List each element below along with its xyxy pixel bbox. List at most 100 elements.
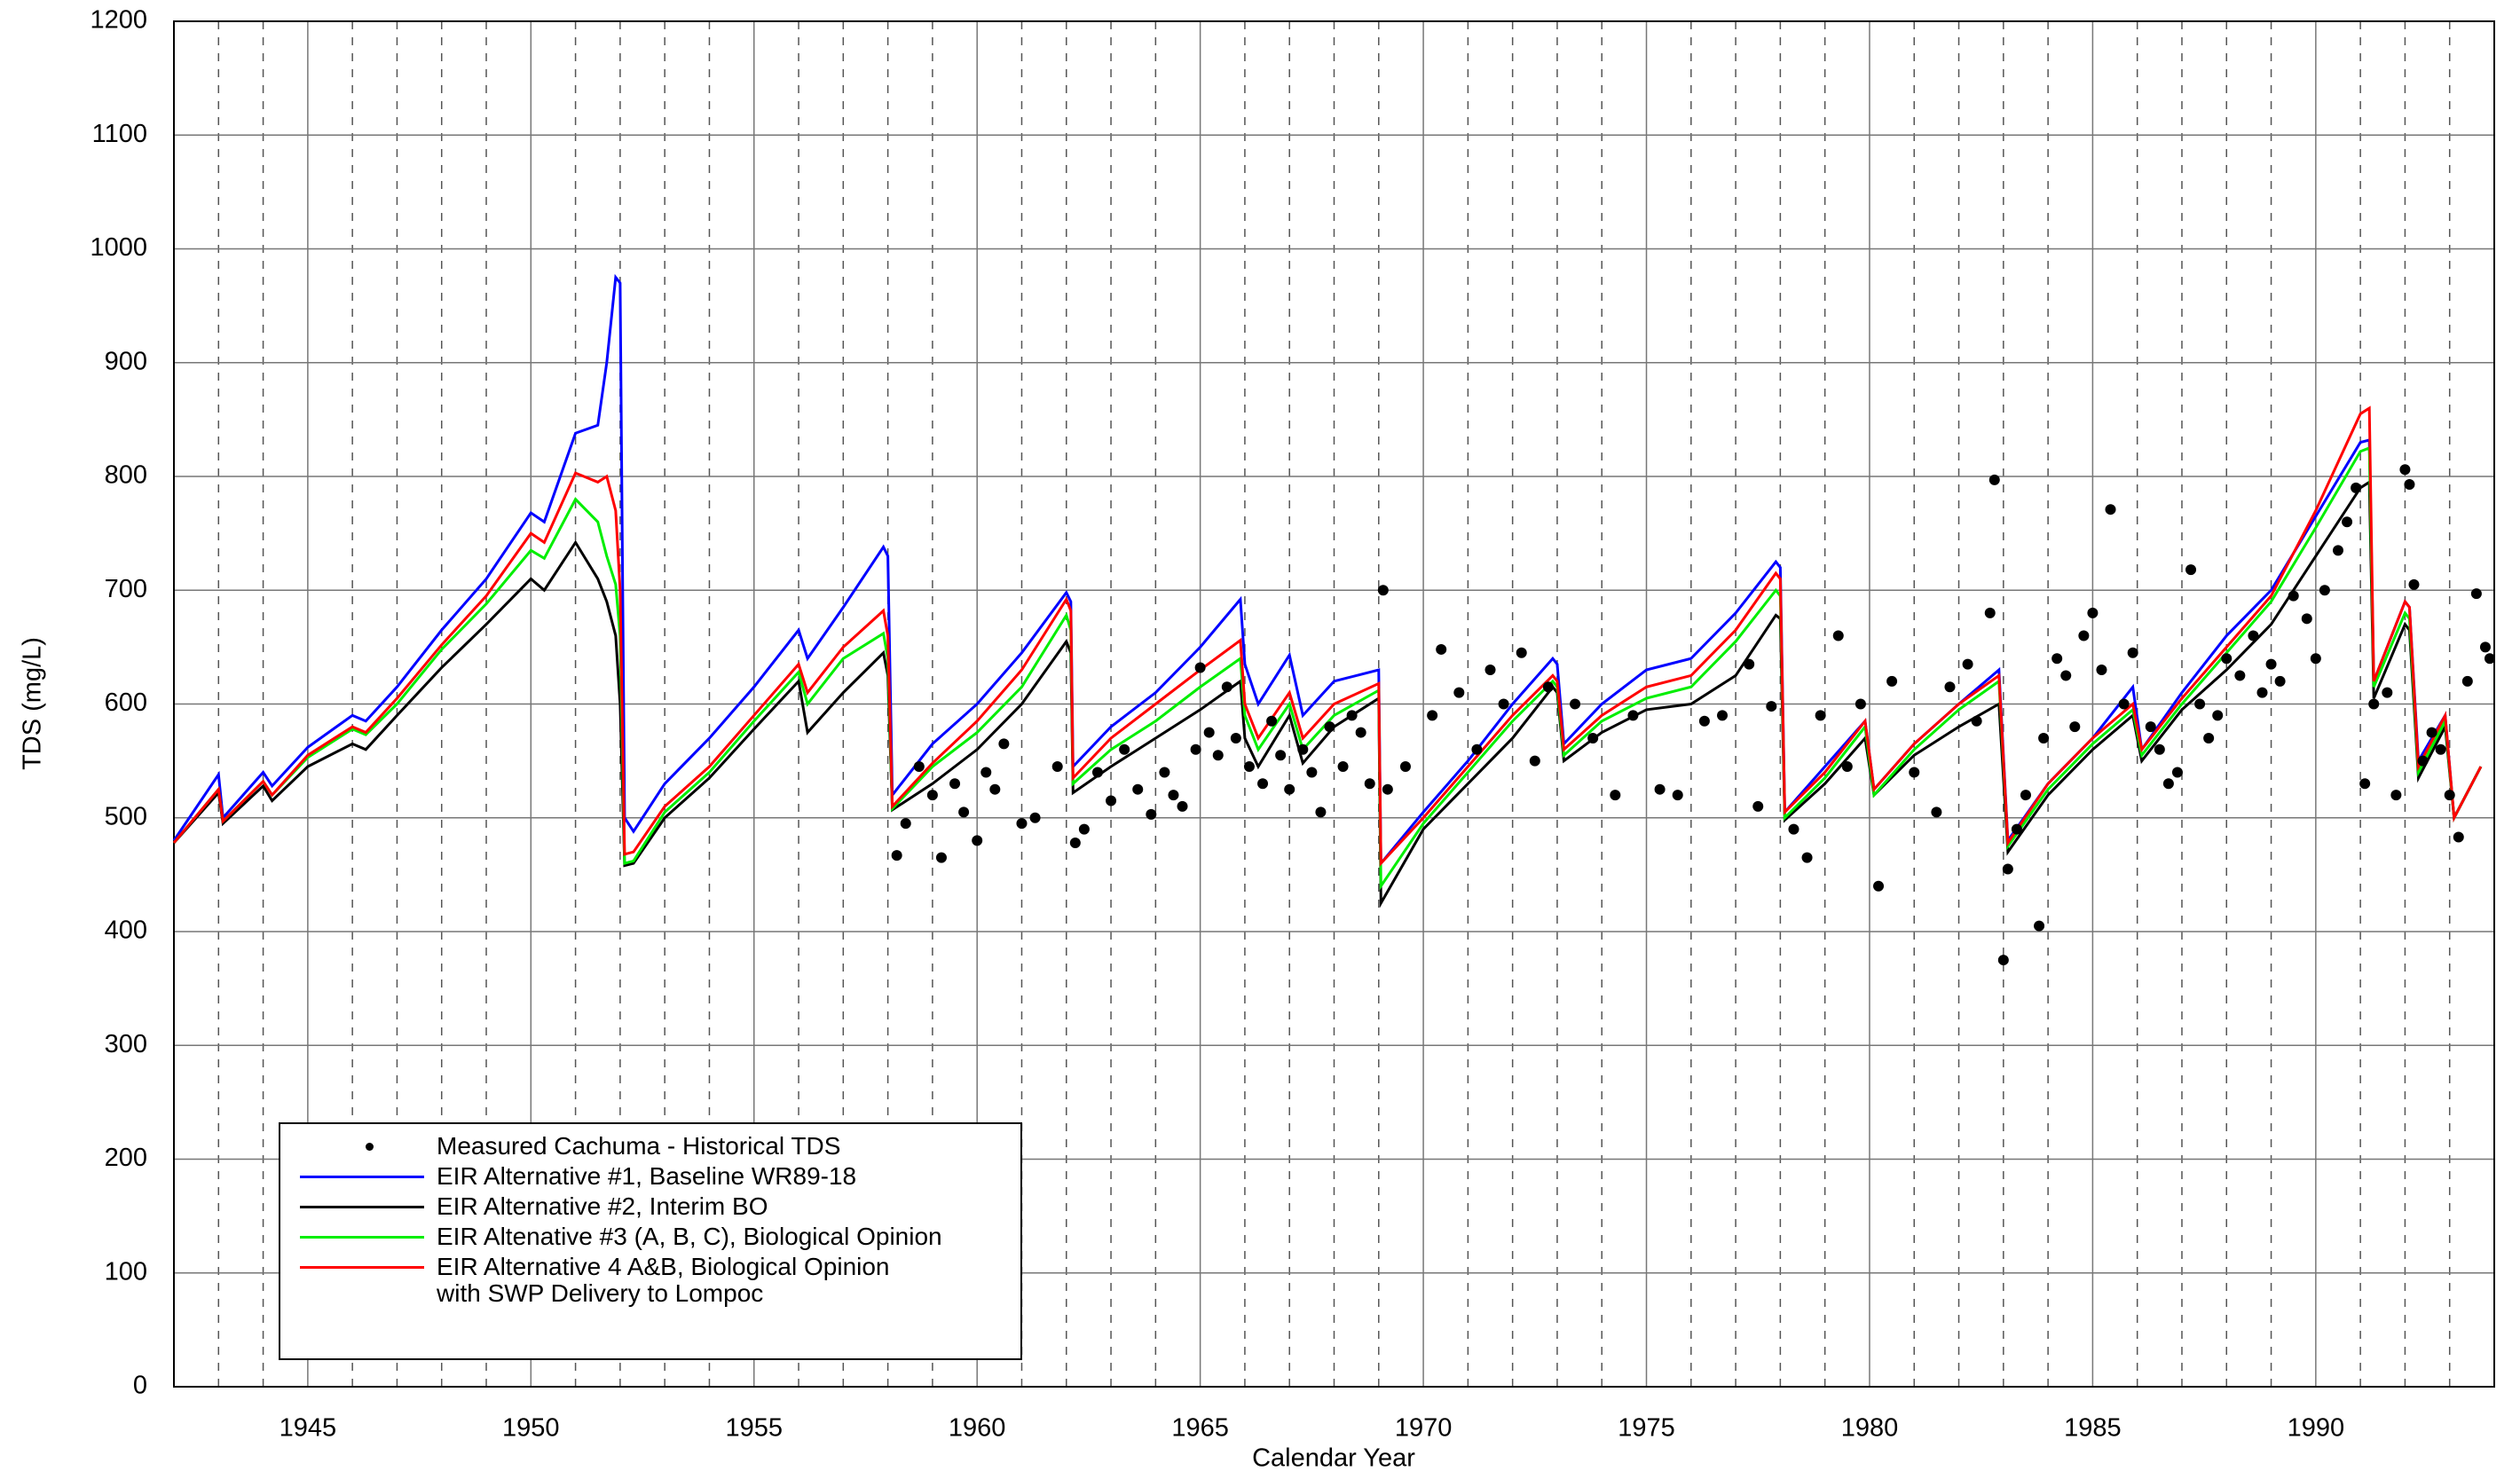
y-tick-label: 1000 (90, 233, 147, 262)
data-point (1886, 675, 1898, 687)
data-point (980, 767, 992, 778)
x-tick-label: 1965 (1171, 1414, 1229, 1443)
x-tick-label: 1990 (2288, 1414, 2345, 1443)
data-point (1570, 698, 1581, 710)
data-point (2060, 670, 2072, 681)
data-point (2288, 590, 2299, 602)
data-point (1212, 750, 1224, 761)
data-point (1337, 761, 1349, 773)
data-point (1257, 778, 1269, 790)
data-point (2435, 743, 2446, 755)
x-tick-label: 1980 (1841, 1414, 1899, 1443)
legend-entry: Measured Cachuma - Historical TDS (280, 1133, 1020, 1160)
data-point (2038, 732, 2050, 743)
data-point (1364, 778, 1375, 790)
data-point (1355, 727, 1366, 738)
data-point (1051, 761, 1063, 773)
x-axis-label: Calendar Year (1252, 1444, 1415, 1473)
data-point (1436, 643, 1447, 655)
data-point (2127, 647, 2138, 658)
data-point (900, 818, 911, 830)
data-point (1016, 818, 1028, 830)
x-tick-label: 1945 (280, 1414, 337, 1443)
legend-label: Measured Cachuma - Historical TDS (437, 1132, 841, 1160)
data-point (1306, 767, 1318, 778)
data-point (2390, 790, 2402, 801)
data-point (1815, 710, 1826, 721)
data-point (1297, 743, 1309, 755)
plot-frame (173, 20, 2495, 1388)
data-point (2105, 504, 2116, 515)
data-point (2248, 630, 2259, 641)
legend-symbol (280, 1223, 437, 1250)
data-point (2011, 823, 2022, 835)
legend-symbol (280, 1163, 437, 1190)
legend-label: EIR Alternative #1, Baseline WR89-18 (437, 1162, 857, 1190)
data-point (2034, 920, 2045, 932)
data-point (926, 790, 938, 801)
data-point (1177, 800, 1188, 812)
data-point (1627, 710, 1639, 721)
data-point (1346, 710, 1358, 721)
data-point (1529, 755, 1540, 767)
data-point (1962, 658, 1973, 670)
data-point (1672, 790, 1683, 801)
data-point (2351, 482, 2362, 493)
data-point (2461, 675, 2473, 687)
x-tick-label: 1985 (2064, 1414, 2122, 1443)
series-line (172, 405, 2483, 867)
data-point (1855, 698, 1866, 710)
data-point (1168, 790, 1179, 801)
legend: Measured Cachuma - Historical TDS EIR Alt… (279, 1122, 1022, 1360)
data-point (1190, 743, 1201, 755)
legend-entry: EIR Altenative #3 (A, B, C), Biological … (280, 1223, 1020, 1250)
data-point (1498, 698, 1509, 710)
data-point (1266, 715, 1278, 727)
legend-symbol (280, 1254, 437, 1280)
series-line (172, 445, 2483, 891)
data-point (2301, 613, 2312, 625)
data-point (2234, 670, 2246, 681)
y-tick-label: 400 (105, 917, 147, 945)
data-point (1801, 852, 1813, 863)
data-point (2359, 778, 2371, 790)
data-point (2408, 578, 2420, 590)
data-point (935, 852, 947, 863)
data-point (949, 778, 961, 790)
legend-label: EIR Altenative #3 (A, B, C), Biological … (437, 1223, 942, 1250)
data-point (2145, 721, 2156, 733)
data-point (2256, 687, 2268, 698)
y-tick-label: 600 (105, 688, 147, 717)
y-tick-label: 900 (105, 347, 147, 375)
data-point (2470, 588, 2482, 600)
y-axis-label: TDS (mg/L) (19, 637, 47, 770)
data-point (2453, 831, 2464, 843)
data-point (1944, 681, 1956, 693)
x-tick-label: 1955 (725, 1414, 783, 1443)
data-point (1382, 783, 1393, 795)
y-tick-label: 200 (105, 1144, 147, 1172)
data-point (1230, 732, 1241, 743)
data-point (2002, 863, 2013, 875)
y-tick-label: 700 (105, 575, 147, 603)
data-point (2087, 607, 2099, 618)
data-point (2212, 710, 2224, 721)
data-point (1587, 732, 1599, 743)
data-point (1315, 806, 1327, 818)
data-point (2020, 790, 2031, 801)
data-point (1106, 795, 1117, 806)
data-point (1984, 607, 1996, 618)
x-tick-label: 1975 (1618, 1414, 1675, 1443)
data-point (1752, 800, 1764, 812)
data-point (1132, 783, 1144, 795)
x-tick-label: 1960 (949, 1414, 1006, 1443)
data-point (1484, 665, 1496, 676)
data-point (1841, 761, 1853, 773)
data-point (2265, 658, 2277, 670)
data-point (2203, 732, 2215, 743)
legend-label: EIR Alternative 4 A&B, Biological Opinio… (437, 1253, 890, 1307)
data-point (2051, 653, 2063, 665)
legend-line (300, 1206, 424, 1208)
data-point (913, 761, 925, 773)
data-point (2274, 675, 2286, 687)
